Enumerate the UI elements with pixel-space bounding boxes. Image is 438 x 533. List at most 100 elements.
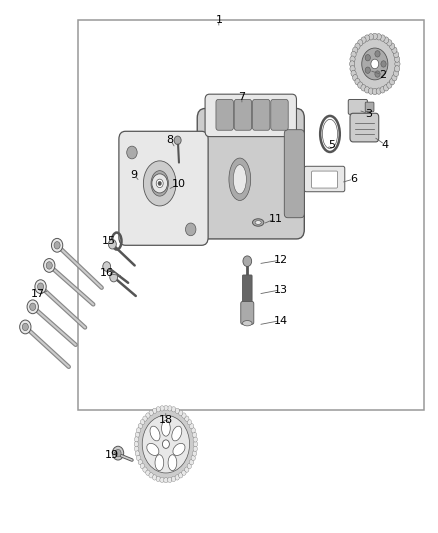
Circle shape: [156, 407, 160, 412]
Circle shape: [134, 437, 139, 442]
Text: 2: 2: [378, 70, 386, 79]
Circle shape: [361, 85, 366, 91]
Circle shape: [160, 477, 164, 482]
Text: 18: 18: [159, 415, 173, 425]
FancyBboxPatch shape: [119, 131, 208, 245]
Ellipse shape: [155, 455, 164, 471]
Text: 8: 8: [167, 135, 174, 146]
Circle shape: [168, 477, 172, 482]
Circle shape: [365, 54, 371, 61]
Circle shape: [138, 459, 142, 465]
Circle shape: [156, 179, 163, 188]
FancyBboxPatch shape: [365, 102, 374, 112]
Text: 5: 5: [328, 140, 335, 150]
Circle shape: [352, 36, 397, 92]
FancyBboxPatch shape: [312, 171, 337, 188]
Circle shape: [353, 75, 358, 81]
Circle shape: [143, 416, 147, 421]
Circle shape: [140, 463, 145, 469]
Circle shape: [353, 47, 358, 53]
Text: 19: 19: [104, 450, 119, 460]
Ellipse shape: [150, 426, 160, 441]
Circle shape: [136, 455, 141, 461]
Circle shape: [350, 61, 355, 67]
Circle shape: [193, 446, 198, 451]
Circle shape: [361, 37, 366, 43]
Circle shape: [51, 238, 63, 252]
Circle shape: [384, 37, 389, 43]
Circle shape: [380, 35, 385, 41]
Circle shape: [164, 478, 168, 483]
Circle shape: [393, 70, 399, 77]
Circle shape: [149, 473, 153, 478]
Circle shape: [182, 413, 186, 418]
Circle shape: [364, 87, 370, 93]
Circle shape: [358, 39, 363, 46]
Circle shape: [365, 67, 371, 74]
Circle shape: [115, 449, 121, 457]
Circle shape: [191, 455, 195, 461]
Circle shape: [152, 174, 167, 193]
Ellipse shape: [243, 320, 252, 326]
FancyBboxPatch shape: [350, 114, 379, 142]
Circle shape: [138, 423, 142, 429]
Circle shape: [175, 408, 180, 414]
Circle shape: [134, 446, 139, 451]
Circle shape: [375, 51, 380, 57]
Circle shape: [185, 223, 196, 236]
FancyBboxPatch shape: [348, 100, 367, 114]
Circle shape: [179, 410, 183, 416]
Circle shape: [134, 441, 138, 447]
Circle shape: [372, 33, 378, 39]
Circle shape: [364, 35, 370, 41]
Circle shape: [243, 256, 252, 266]
Circle shape: [368, 88, 374, 94]
Circle shape: [384, 85, 389, 91]
FancyBboxPatch shape: [205, 94, 297, 136]
Ellipse shape: [253, 219, 264, 226]
Circle shape: [355, 78, 360, 85]
Circle shape: [54, 241, 60, 249]
Circle shape: [158, 181, 162, 185]
Text: 14: 14: [274, 316, 288, 326]
Circle shape: [136, 427, 141, 433]
Circle shape: [392, 47, 397, 53]
Ellipse shape: [233, 165, 246, 194]
Circle shape: [393, 51, 399, 58]
Circle shape: [381, 61, 386, 67]
Circle shape: [351, 70, 356, 77]
Circle shape: [142, 415, 190, 473]
Ellipse shape: [151, 171, 168, 196]
Circle shape: [193, 441, 198, 447]
Circle shape: [387, 82, 392, 88]
Circle shape: [189, 423, 194, 429]
Ellipse shape: [147, 443, 159, 456]
Text: 9: 9: [131, 171, 138, 180]
Circle shape: [30, 303, 36, 311]
Circle shape: [375, 71, 380, 77]
Circle shape: [160, 406, 164, 411]
Text: 7: 7: [239, 92, 246, 102]
Circle shape: [350, 56, 355, 62]
Circle shape: [22, 323, 28, 330]
Ellipse shape: [173, 443, 185, 456]
Circle shape: [185, 416, 189, 421]
Text: 4: 4: [381, 140, 389, 150]
FancyBboxPatch shape: [271, 100, 288, 130]
Circle shape: [38, 283, 44, 290]
Circle shape: [152, 408, 157, 414]
Ellipse shape: [143, 161, 176, 206]
Circle shape: [395, 56, 400, 62]
Circle shape: [149, 410, 153, 416]
Ellipse shape: [162, 420, 170, 436]
Circle shape: [380, 87, 385, 93]
Circle shape: [395, 66, 400, 72]
Circle shape: [146, 470, 150, 475]
Circle shape: [351, 51, 356, 58]
Text: 10: 10: [172, 179, 186, 189]
Circle shape: [187, 419, 191, 425]
Text: 13: 13: [274, 285, 288, 295]
Ellipse shape: [229, 158, 251, 200]
Ellipse shape: [168, 455, 177, 471]
Circle shape: [113, 446, 124, 460]
